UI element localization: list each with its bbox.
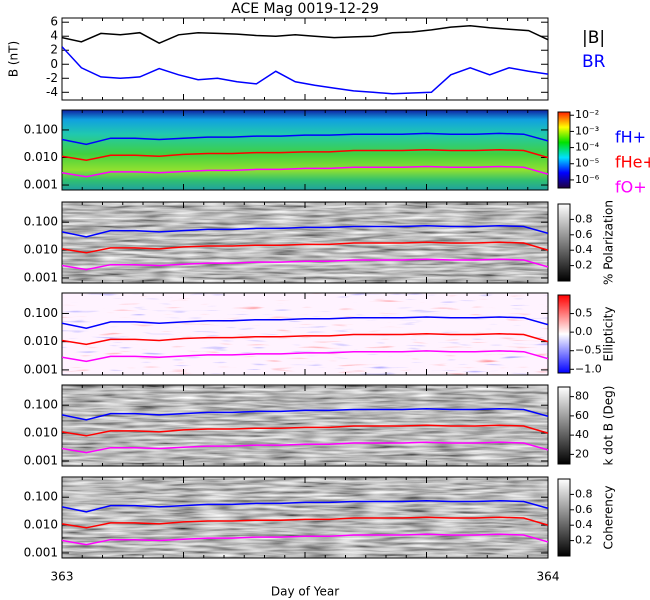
series-line: [62, 24, 548, 45]
y-tick-label: -4: [46, 85, 58, 99]
colorbar-tick-label: 20: [575, 447, 589, 460]
chart-title: ACE Mag 0019-12-29: [231, 1, 379, 17]
colorbar-tick-label: 0.4: [575, 243, 593, 256]
y-tick-label: 0.010: [24, 334, 58, 348]
y-tick-label: 0.001: [24, 178, 58, 192]
series-line: [62, 350, 548, 363]
x-tick-label: 363: [51, 570, 74, 584]
colorbar-tick-label: 0.8: [575, 487, 593, 500]
y-axis-label: B (nT): [7, 41, 21, 77]
colorbar-tick-label: 10⁻²: [575, 108, 599, 121]
series-line: [62, 499, 548, 513]
colorbar-label: Coherency: [602, 485, 616, 549]
colorbar: [557, 478, 571, 557]
plot-frame: [61, 17, 549, 101]
series-line: [62, 258, 548, 271]
y-tick-label: 0.010: [24, 243, 58, 257]
colorbar-tick-label: −1.0: [575, 362, 602, 375]
y-tick-label: 6: [50, 15, 58, 29]
y-tick-label: 4: [50, 29, 58, 43]
y-tick-label: 0.001: [24, 545, 58, 559]
y-tick-label: 0.100: [24, 215, 58, 229]
colorbar-tick-label: 0.0: [575, 325, 593, 338]
series-line: [62, 316, 548, 329]
colorbar-label: k dot B (Deg): [602, 386, 616, 466]
y-tick-label: 0.001: [24, 270, 58, 284]
colorbar: [557, 111, 571, 189]
colorbar: [557, 294, 571, 374]
y-tick-label: 0.100: [24, 122, 58, 136]
colorbar-tick-label: 0.4: [575, 518, 593, 531]
series-line: [62, 441, 548, 454]
y-tick-label: 0.010: [24, 518, 58, 532]
y-tick-label: 0.010: [24, 150, 58, 164]
x-tick-label: 364: [537, 570, 560, 584]
series-line: [62, 224, 548, 238]
y-tick-label: 0: [50, 57, 58, 71]
colorbar-tick-label: 10⁻⁶: [575, 173, 600, 186]
x-axis-label: Day of Year: [271, 585, 339, 599]
legend-entry: fH+: [615, 128, 646, 147]
y-tick-label: 0.001: [24, 362, 58, 376]
series-line: [62, 132, 548, 146]
series-line: [62, 407, 548, 421]
series-line: [62, 333, 548, 346]
series-line: [62, 149, 548, 161]
y-tick-label: 0.100: [24, 490, 58, 504]
colorbar: [557, 386, 571, 465]
colorbar-tick-label: 0.2: [575, 534, 593, 547]
legend-entry: fHe+: [615, 153, 650, 172]
colorbar-tick-label: 0.5: [575, 307, 593, 320]
colorbar: [557, 203, 571, 282]
colorbar-tick-label: 80: [575, 390, 589, 403]
y-tick-label: -2: [46, 71, 58, 85]
colorbar-tick-label: 0.6: [575, 503, 593, 516]
series-line: [62, 241, 548, 254]
colorbar-tick-label: 10⁻⁵: [575, 157, 599, 170]
y-tick-label: 0.100: [24, 306, 58, 320]
legend-entry: BR: [582, 52, 606, 72]
series-line: [62, 46, 548, 95]
y-tick-label: 2: [50, 43, 58, 57]
colorbar-label: Ellipticity: [602, 307, 616, 362]
colorbar-tick-label: 0.8: [575, 212, 593, 225]
series-line: [62, 165, 548, 178]
colorbar-tick-label: 60: [575, 409, 589, 422]
colorbar-tick-label: 0.2: [575, 259, 593, 272]
series-line: [62, 516, 548, 529]
legend-entry: |B|: [582, 28, 605, 48]
colorbar-tick-label: 40: [575, 428, 589, 441]
y-tick-label: 0.100: [24, 398, 58, 412]
colorbar-tick-label: 10⁻⁴: [575, 141, 600, 154]
colorbar-tick-label: 10⁻³: [575, 124, 599, 137]
legend-entry: fO+: [615, 178, 647, 197]
series-line: [62, 424, 548, 437]
y-tick-label: 0.010: [24, 426, 58, 440]
colorbar-tick-label: 0.6: [575, 228, 593, 241]
colorbar-tick-label: −0.5: [575, 344, 602, 357]
colorbar-label: % Polarization: [602, 200, 616, 285]
series-line: [62, 533, 548, 546]
y-tick-label: 0.001: [24, 453, 58, 467]
